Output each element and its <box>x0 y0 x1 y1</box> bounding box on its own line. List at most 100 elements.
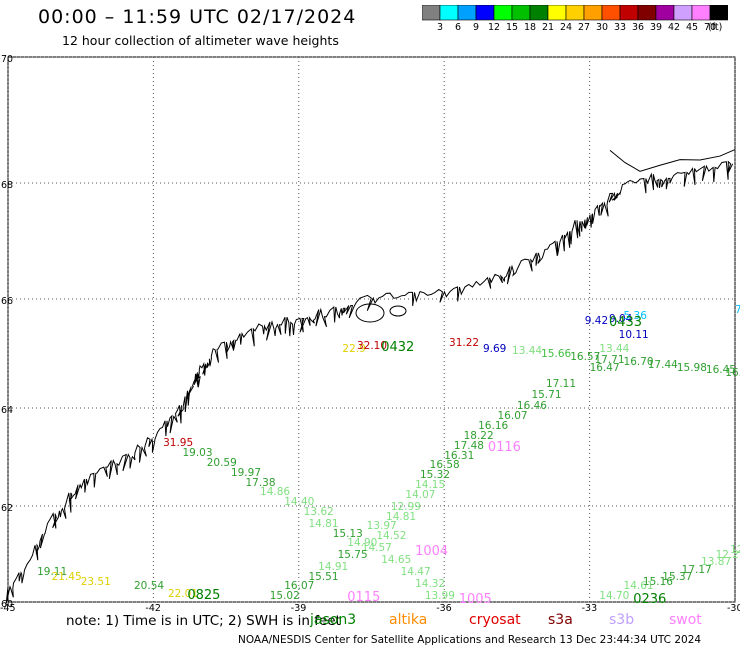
wave-height-reading: 13.99 <box>424 590 455 602</box>
wave-height-reading: 18.22 <box>463 430 494 443</box>
longitude-label: -45 <box>0 603 16 614</box>
pass-time-label: 0115 <box>347 590 381 605</box>
color-scale-label: 42 <box>667 22 681 33</box>
pass-time-label: 0432 <box>381 339 415 355</box>
latitude-label: 70 <box>1 54 14 65</box>
wave-height-reading: 15.32 <box>419 469 451 482</box>
wave-height-reading: 20.54 <box>134 580 165 593</box>
latitude-label: 66 <box>1 296 14 307</box>
wave-height-reading: 15.13 <box>332 527 363 540</box>
wave-height-reading: 14.90 <box>347 537 378 550</box>
wave-height-reading: 17.48 <box>453 439 484 452</box>
page-title: 00:00 – 11:59 UTC 02/17/2024 <box>38 6 357 28</box>
wave-height-reading: 15.37 <box>662 570 693 583</box>
color-scale-label: 70 <box>703 22 717 33</box>
wave-height-reading: 14.47 <box>400 566 431 578</box>
wave-height-reading: 16.65 <box>725 367 740 380</box>
wave-height-reading: 14.61 <box>623 580 654 593</box>
wave-height-reading: 5.36 <box>623 309 647 322</box>
wave-height-reading: 23.51 <box>80 575 111 588</box>
wave-height-reading: 16.07 <box>497 410 528 423</box>
latitude-label: 64 <box>1 405 14 416</box>
wave-height-reading: 17.38 <box>245 476 276 489</box>
wave-height-reading: 22.01 <box>167 587 198 600</box>
wave-height-reading: 20.59 <box>206 457 237 469</box>
wave-height-reading: 21.45 <box>51 570 82 583</box>
latitude-label: 60 <box>1 599 14 610</box>
wave-height-reading: 9.42 <box>584 315 609 328</box>
wave-height-reading: 14.70 <box>599 590 630 602</box>
wave-height-reading: 14.07 <box>405 488 436 501</box>
longitude-label: -42 <box>145 603 161 614</box>
color-scale-label: 45 <box>685 22 699 33</box>
wave-height-reading: 13.87 <box>701 556 732 569</box>
wave-height-reading: 14.91 <box>318 561 349 574</box>
wave-height-reading: 10.11 <box>618 328 649 341</box>
wave-height-reading: 12.29 <box>715 549 740 562</box>
wave-height-reading: 14.40 <box>284 496 315 509</box>
wave-height-reading: 15.98 <box>676 361 707 374</box>
wave-height-reading: 14.86 <box>260 486 291 499</box>
latitude-label: 68 <box>1 180 14 191</box>
wave-height-reading: 19.97 <box>230 466 261 479</box>
pass-time-label: 0825 <box>187 587 221 603</box>
wave-height-reading: 14.32 <box>415 578 446 590</box>
color-scale-label: 15 <box>505 22 519 33</box>
color-scale-swatch <box>709 5 728 21</box>
wave-height-reading: 15.02 <box>269 590 300 602</box>
satellite-legend-altika: altika <box>389 612 428 628</box>
longitude-label: -33 <box>581 603 598 614</box>
color-scale-label: 12 <box>487 22 501 33</box>
color-scale-label: 39 <box>649 22 663 33</box>
wave-height-reading: 14.81 <box>386 510 417 523</box>
coastal-island <box>355 303 385 323</box>
wave-height-reading: 14.65 <box>381 554 412 566</box>
pass-time-label: 0236 <box>633 592 667 608</box>
wave-height-reading: 9.69 <box>482 342 507 355</box>
longitude-label: -30 <box>727 603 740 614</box>
latitude-label: 62 <box>1 503 14 514</box>
wave-height-reading: 15.16 <box>642 575 673 588</box>
longitude-label: -36 <box>436 603 452 614</box>
color-scale-label: 30 <box>595 22 609 33</box>
coastline-fjord <box>609 149 736 172</box>
wave-height-reading: 19.03 <box>182 447 213 460</box>
wave-height-color-scale <box>422 5 728 21</box>
wave-height-reading: 12.99 <box>390 501 421 514</box>
wave-height-reading: 19.11 <box>37 566 68 578</box>
color-scale-label: 36 <box>631 22 645 33</box>
wave-height-reading: 17.44 <box>647 358 678 371</box>
color-scale-label: 9 <box>472 22 480 33</box>
color-scale-unit: (ft) <box>708 22 723 33</box>
wave-height-reading: 16.47 <box>589 361 620 374</box>
longitude-label: -39 <box>290 603 307 614</box>
wave-height-reading: 13.97 <box>366 520 397 533</box>
greenland-coastline <box>5 160 734 604</box>
wave-height-reading: 16.46 <box>516 399 547 412</box>
page-subtitle: 12 hour collection of altimeter wave hei… <box>62 33 339 48</box>
wave-height-reading: 16.70 <box>623 356 654 369</box>
satellite-legend-cryosat: cryosat <box>469 612 521 628</box>
wave-height-reading: 15.75 <box>337 549 368 562</box>
wave-height-reading: 13.44 <box>512 345 543 358</box>
wave-height-reading: 14.52 <box>376 530 407 542</box>
wave-height-reading: 12.57 <box>730 544 740 557</box>
wave-height-reading: 32.10 <box>356 339 388 352</box>
wave-height-reading: 7.4 <box>735 304 740 317</box>
color-scale-label: 24 <box>559 22 573 33</box>
wave-height-reading: 13.44 <box>599 342 630 355</box>
wave-height-reading: 14.15 <box>415 479 446 492</box>
wave-height-reading: 17.17 <box>681 563 712 576</box>
wave-height-reading: 17.11 <box>545 378 577 391</box>
satellite-legend-s3a: s3a <box>548 612 573 628</box>
wave-height-reading: 16.31 <box>444 449 475 462</box>
color-scale-label: 6 <box>454 22 462 33</box>
coastal-island <box>389 305 407 317</box>
pass-time-label: 1005 <box>458 592 492 608</box>
wave-height-reading: 16.45 <box>705 364 736 377</box>
color-scale-label: 27 <box>577 22 591 33</box>
wave-height-reading: 14.81 <box>308 518 339 530</box>
wave-height-reading: 31.22 <box>449 337 480 350</box>
